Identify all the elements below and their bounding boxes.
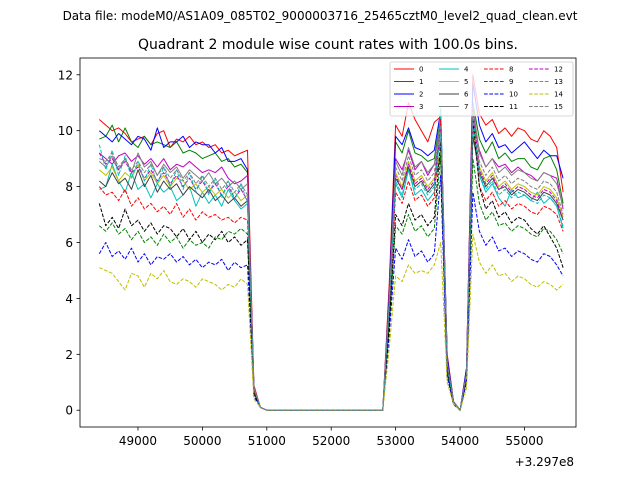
x-tick-label: 55000 [505, 434, 543, 448]
x-offset-label: +3.297e8 [515, 455, 574, 469]
x-tick-label: 53000 [377, 434, 415, 448]
legend-label-1: 1 [419, 78, 423, 86]
legend-label-14: 14 [554, 91, 563, 99]
series-line-12 [98, 107, 564, 411]
y-tick-label: 8 [65, 180, 73, 194]
legend-label-8: 8 [509, 66, 513, 74]
series-line-2 [98, 82, 564, 411]
legend-label-2: 2 [419, 91, 423, 99]
series-line-1 [99, 102, 564, 411]
series-line-10 [98, 174, 564, 411]
legend-label-9: 9 [509, 78, 513, 86]
legend-label-15: 15 [554, 103, 563, 111]
series-line-15 [99, 105, 564, 411]
legend-label-4: 4 [464, 66, 469, 74]
x-tick-label: 54000 [441, 434, 479, 448]
series-line-9 [98, 155, 564, 411]
chart-title: Quadrant 2 module wise count rates with … [138, 37, 518, 53]
x-tick-label: 49000 [119, 434, 157, 448]
figure-suptitle: Data file: modeM0/AS1A09_085T02_90000037… [63, 9, 578, 23]
series-line-4 [99, 107, 564, 411]
x-tick-label: 52000 [312, 434, 350, 448]
series-line-8 [98, 110, 564, 411]
y-tick-label: 2 [65, 348, 73, 362]
y-tick-label: 6 [65, 236, 73, 250]
plot-area: 49000 50000 51000 52000 53000 54000 55000 0 2 4 6 8… [58, 57, 577, 448]
series-line-0 [98, 74, 564, 411]
y-tick-label: 4 [65, 292, 73, 306]
legend-label-10: 10 [509, 91, 518, 99]
legend-box [389, 61, 574, 117]
y-tick-label: 0 [65, 404, 73, 418]
legend-label-7: 7 [464, 103, 468, 111]
legend-label-5: 5 [464, 78, 468, 86]
series-line-5 [98, 130, 564, 411]
legend-label-6: 6 [464, 91, 469, 99]
x-tick-label: 51000 [248, 434, 286, 448]
series-line-14 [99, 233, 564, 411]
series-line-3 [98, 119, 564, 411]
series-line-7 [98, 105, 564, 411]
series-lines [98, 74, 564, 411]
y-tick-label: 12 [58, 68, 73, 82]
legend-label-12: 12 [554, 66, 563, 74]
series-line-13 [98, 116, 564, 411]
legend-label-0: 0 [419, 66, 423, 74]
legend-label-11: 11 [509, 103, 518, 111]
series-line-11 [98, 119, 564, 411]
x-tick-label: 50000 [183, 434, 221, 448]
legend-label-3: 3 [419, 103, 423, 111]
legend-label-13: 13 [554, 78, 563, 86]
y-tick-label: 10 [58, 124, 73, 138]
